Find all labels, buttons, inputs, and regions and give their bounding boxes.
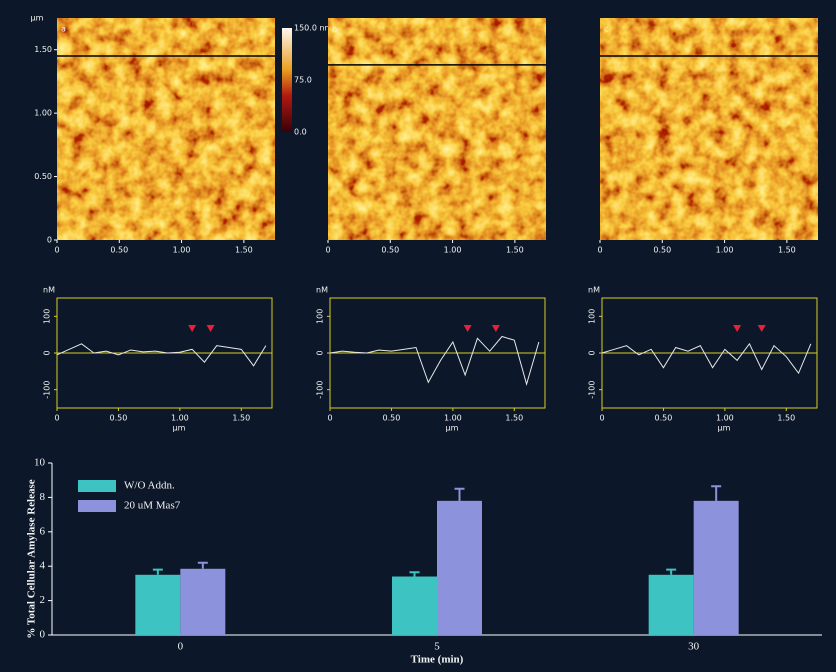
x-tick-label: 0.50 — [383, 414, 401, 423]
bar — [437, 501, 482, 635]
y-tick-label: 1.50 — [34, 45, 52, 54]
error-bar — [410, 572, 420, 576]
x-tick-label: 5 — [434, 641, 440, 653]
colorbar — [282, 28, 292, 132]
x-axis-label: Time (min) — [411, 654, 464, 666]
x-tick-label: 0.50 — [110, 246, 128, 255]
x-tick-label: 30 — [688, 641, 700, 653]
x-tick-label: 1.00 — [171, 414, 189, 423]
y-tick-label: -100 — [316, 381, 325, 399]
marker — [188, 325, 196, 332]
error-bar — [198, 563, 208, 569]
x-tick-label: 1.50 — [505, 414, 523, 423]
error-bar — [455, 489, 465, 501]
y-tick-label: 0 — [40, 629, 46, 641]
x-tick-label: 0.50 — [653, 246, 671, 255]
marker — [464, 325, 472, 332]
x-tick-label: 1.50 — [777, 414, 795, 423]
x-unit: μm — [446, 424, 459, 433]
y-tick-label: 100 — [588, 309, 597, 324]
x-tick-label: 0 — [178, 641, 184, 653]
profile-line — [57, 344, 266, 366]
y-tick-label: 6 — [40, 525, 46, 537]
y-tick-label: 0 — [588, 350, 597, 355]
bar — [135, 575, 180, 635]
x-tick-label: 0 — [54, 414, 59, 423]
x-tick-label: 0 — [54, 246, 59, 255]
x-tick-label: 0 — [597, 246, 602, 255]
y-tick-label: -100 — [588, 381, 597, 399]
error-bar — [711, 486, 721, 501]
y-tick-label: 2 — [40, 594, 46, 606]
bar — [649, 575, 694, 635]
x-tick-label: 0 — [599, 414, 604, 423]
y-tick-label: 100 — [43, 309, 52, 324]
marker — [207, 325, 215, 332]
y-tick-label: 0 — [47, 236, 52, 245]
y-tick-label: 100 — [316, 309, 325, 324]
y-tick-label: 0 — [316, 350, 325, 355]
y-axis-label: % Total Cellular Amylase Release — [26, 479, 38, 638]
afm-image — [328, 18, 546, 240]
x-tick-label: 1.00 — [716, 246, 734, 255]
y-unit: nM — [316, 286, 328, 295]
afm-image — [600, 18, 818, 240]
x-tick-label: 1.00 — [173, 246, 191, 255]
x-tick-label: 1.50 — [235, 246, 253, 255]
x-tick-label: 0 — [327, 414, 332, 423]
x-unit: μm — [718, 424, 731, 433]
panel-label: a — [61, 25, 66, 34]
x-tick-label: 1.00 — [716, 414, 734, 423]
x-tick-label: 0 — [325, 246, 330, 255]
y-tick-label: 1.00 — [34, 109, 52, 118]
afm-image — [57, 18, 275, 240]
y-unit: nM — [588, 286, 600, 295]
x-tick-label: 1.50 — [506, 246, 524, 255]
y-tick-label: 0.50 — [34, 172, 52, 181]
y-tick-label: -100 — [43, 381, 52, 399]
x-tick-label: 0.50 — [110, 414, 128, 423]
colorbar-tick-label: 150.0 nm — [294, 24, 333, 33]
colorbar-tick-label: 75.0 — [294, 76, 312, 85]
marker — [733, 325, 741, 332]
panel-label: b — [332, 25, 337, 34]
legend-label: W/O Addn. — [124, 480, 175, 492]
legend-label: 20 uM Mas7 — [124, 500, 181, 512]
x-tick-label: 0.50 — [381, 246, 399, 255]
profile-line — [330, 337, 539, 385]
bar — [694, 501, 739, 635]
marker — [492, 325, 500, 332]
panel-label: c — [604, 25, 608, 34]
y-unit: nM — [43, 286, 55, 295]
bar — [180, 569, 225, 635]
legend-swatch — [78, 480, 116, 492]
y-tick-label: 10 — [34, 457, 46, 469]
x-tick-label: 1.50 — [778, 246, 796, 255]
error-bar — [666, 570, 676, 575]
bar — [392, 577, 437, 635]
x-tick-label: 0.50 — [655, 414, 673, 423]
x-tick-label: 1.50 — [232, 414, 250, 423]
x-tick-label: 1.00 — [444, 246, 462, 255]
x-unit: μm — [173, 424, 186, 433]
marker — [758, 325, 766, 332]
y-unit: μm — [31, 14, 44, 23]
legend-swatch — [78, 500, 116, 512]
error-bar — [153, 570, 163, 575]
profile-line — [602, 344, 811, 373]
y-tick-label: 8 — [40, 491, 46, 503]
y-tick-label: 4 — [40, 560, 46, 572]
figure: a 0 0.50 1.00 1.50 0 0.50 1.00 1.50 μm 150.0 nm 75.… — [0, 0, 836, 672]
colorbar-tick-label: 0.0 — [294, 128, 307, 137]
y-tick-label: 0 — [43, 350, 52, 355]
x-tick-label: 1.00 — [444, 414, 462, 423]
